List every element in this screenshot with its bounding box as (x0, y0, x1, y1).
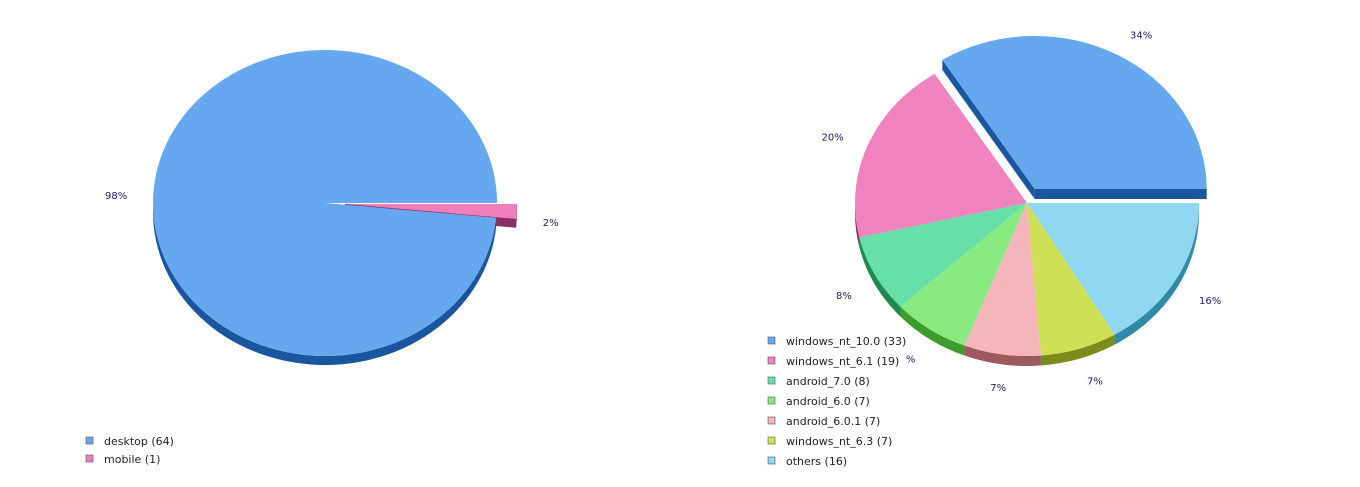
legend-item-windows-nt-10-0[interactable]: windows_nt_10.0 (33) (767, 335, 906, 348)
pie-side-android-7-0 (859, 237, 901, 317)
pie-slice-others[interactable] (1027, 203, 1199, 335)
legend: windows_nt_10.0 (33) windows_nt_6.1 (19) a… (767, 335, 906, 468)
pie-slice-windows-nt-10-0[interactable] (942, 35, 1207, 189)
device-type-pie-chart: 98% 2% desktop (64) mobile (1) (85, 49, 559, 466)
pie-side-others (1114, 203, 1199, 345)
pie-slice-mobile[interactable] (344, 203, 517, 219)
os-pie-chart: 34%20%8%%7%7%16%windows_nt_10.0 (33)wind… (767, 31, 1222, 468)
legend-label: others (16) (786, 455, 847, 468)
pct-label-android-7-0: 8% (836, 291, 852, 302)
pie-slice-desktop[interactable] (153, 49, 497, 356)
pie-side-android-6-0 (900, 306, 965, 356)
legend-swatch (767, 336, 776, 345)
pct-label-desktop: 98% (105, 191, 127, 202)
legend-swatch (767, 436, 776, 445)
pie-slice-android-6-0-1[interactable] (964, 203, 1041, 356)
legend-swatch (85, 454, 94, 463)
pie-slice-android-7-0[interactable] (859, 203, 1027, 307)
legend-item-android-7-0[interactable]: android_7.0 (8) (767, 375, 870, 388)
legend: desktop (64) mobile (1) (85, 435, 174, 466)
pie-tops (855, 35, 1207, 356)
pct-label-mobile: 2% (543, 218, 559, 229)
pie-slice-android-6-0[interactable] (900, 203, 1027, 346)
legend-label: mobile (1) (104, 453, 160, 466)
pct-label-windows-nt-10-0: 34% (1130, 31, 1152, 42)
legend-label: desktop (64) (104, 435, 174, 448)
legend-item-windows-nt-6-1[interactable]: windows_nt_6.1 (19) (767, 355, 899, 368)
pct-label-android-6-0: % (906, 354, 916, 365)
pie-percent-labels: 98% 2% (105, 191, 559, 229)
pie-cut-face-windows-nt-10-0 (942, 59, 1035, 199)
legend-item-others[interactable]: others (16) (767, 455, 847, 468)
legend-swatch (767, 356, 776, 365)
pct-label-others: 16% (1199, 296, 1221, 307)
legend-item-android-6-0-1[interactable]: android_6.0.1 (7) (767, 415, 880, 428)
legend-swatch (85, 436, 94, 445)
legend-label: windows_nt_6.3 (7) (786, 435, 892, 448)
legend-label: windows_nt_10.0 (33) (786, 335, 906, 348)
legend-label: android_7.0 (8) (786, 375, 870, 388)
pie-sides (855, 59, 1207, 366)
pct-label-windows-nt-6-3: 7% (1087, 377, 1103, 388)
legend-swatch (767, 396, 776, 405)
legend-item-android-6-0[interactable]: android_6.0 (7) (767, 395, 870, 408)
legend-item-desktop[interactable]: desktop (64) (85, 435, 174, 448)
legend-swatch (767, 416, 776, 425)
legend-swatch (767, 376, 776, 385)
pie-tops (153, 49, 517, 356)
pie-slice-windows-nt-6-1[interactable] (855, 73, 1027, 238)
legend-swatch (767, 456, 776, 465)
pie-side-windows-nt-6-1 (855, 203, 860, 248)
legend-label: android_6.0.1 (7) (786, 415, 880, 428)
legend-item-windows-nt-6-3[interactable]: windows_nt_6.3 (7) (767, 435, 892, 448)
legend-label: android_6.0 (7) (786, 395, 870, 408)
pie-percent-labels: 34% 20% 8%% 7% 7% 16% (822, 31, 1222, 394)
pie-side-windows-nt-6-3 (1040, 334, 1115, 366)
pct-label-windows-nt-6-1: 20% (822, 132, 844, 143)
pie-cut-face-windows-nt-10-0 (1034, 188, 1207, 199)
legend-label: windows_nt_6.1 (19) (786, 355, 899, 368)
legend-item-mobile[interactable]: mobile (1) (85, 453, 160, 466)
pie-side-android-6-0-1 (964, 345, 1041, 366)
pie-slice-windows-nt-6-3[interactable] (1027, 203, 1115, 356)
pct-label-android-6-0-1: 7% (990, 383, 1006, 394)
pie-side-mobile (516, 203, 517, 228)
